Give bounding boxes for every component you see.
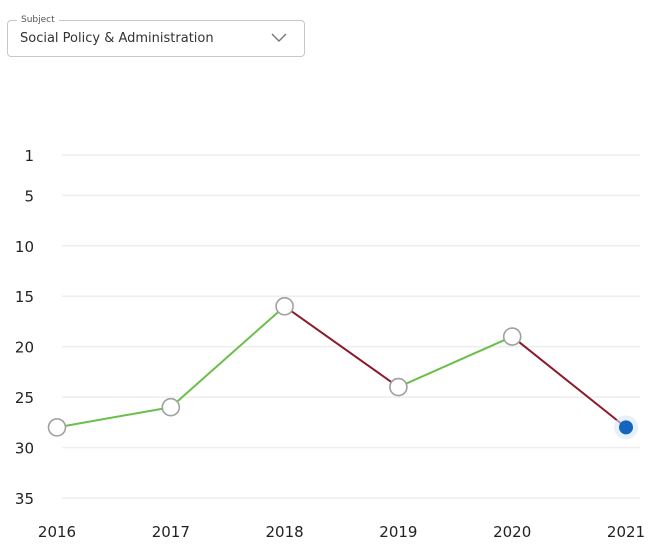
x-tick-label: 2021 [607,523,645,541]
x-tick-label: 2018 [266,523,304,541]
y-tick-label: 30 [15,440,34,458]
x-tick-label: 2019 [379,523,417,541]
y-tick-label: 20 [15,339,34,357]
y-tick-label: 1 [24,147,34,165]
series-segment-2 [284,305,399,388]
data-point-2021[interactable] [619,420,633,435]
subject-select-value: Social Policy & Administration [20,31,214,46]
x-tick-label: 2017 [152,523,190,541]
series-segment-0 [56,406,171,429]
subject-select[interactable]: Subject Social Policy & Administration [7,14,305,57]
data-point-2017[interactable] [161,397,181,417]
series-segment-4 [511,335,627,429]
series-segment-3 [397,335,513,388]
y-tick-label: 15 [15,288,34,306]
x-tick-label: 2016 [38,523,76,541]
y-tick-label: 10 [15,238,34,256]
x-tick-label: 2020 [493,523,531,541]
data-point-2019[interactable] [389,377,408,397]
chevron-down-icon[interactable] [270,30,288,44]
data-point-2016[interactable] [47,418,67,437]
data-point-2018[interactable] [275,297,294,316]
series-segment-1 [170,305,286,408]
y-tick-label: 35 [15,490,34,508]
subject-select-label: Subject [17,14,59,26]
data-point-2020[interactable] [502,327,522,346]
y-tick-label: 25 [15,389,34,407]
y-tick-label: 5 [24,187,34,205]
